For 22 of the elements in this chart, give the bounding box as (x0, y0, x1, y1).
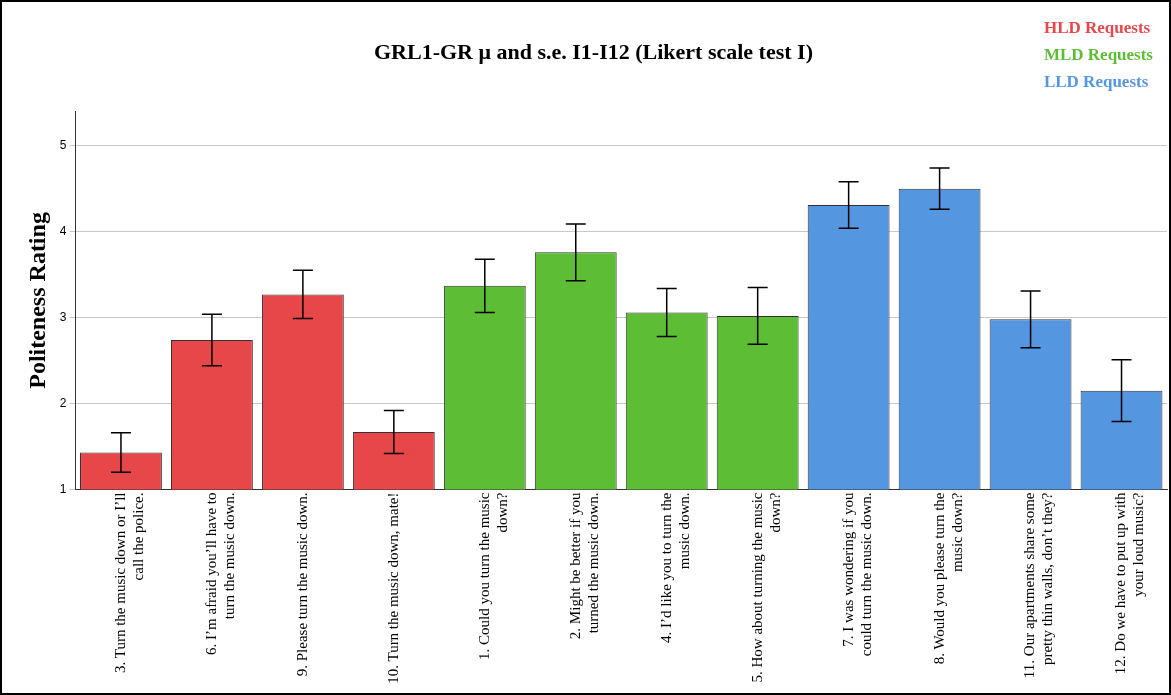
y-tick-label: 1 (59, 481, 67, 496)
y-tick-label: 2 (59, 395, 67, 410)
x-tick-label: 6. I’m afraid you’ll have to turn the music down. (202, 492, 237, 655)
chart-title: GRL1-GR μ and s.e. I1-I12 (Likert scale test I) (374, 38, 813, 64)
x-tick-label: 3. Turn the music down or I’ll call the police. (111, 492, 146, 673)
x-tick-label: 5. How about turning the music down? (748, 492, 783, 683)
x-tick-label: 7. I was wondering if you could turn the music down. (839, 491, 874, 657)
x-tick-label: 2. Might be better if you turned the music down. (566, 491, 601, 640)
y-tick-label: 4 (59, 224, 67, 239)
x-tick-label: 4. I’d like you to turn the music down. (657, 492, 692, 643)
text: HLD Requests (1043, 17, 1152, 39)
x-tick-label: 10. Turn the music down, mate! (384, 492, 401, 684)
y-axis-title: Politeness Rating (23, 212, 50, 389)
x-tick-label: 8. Would you please turn the music down? (930, 492, 965, 665)
text: MLD Requests (1043, 44, 1153, 66)
x-tick-label: 12. Do we have to put up with your loud music? (1112, 491, 1147, 675)
x-tick-label: 9. Please turn the music down. (293, 492, 310, 677)
x-tick-label: 1. Could you turn the music down? (475, 492, 510, 660)
x-tick-label: 11. Our apartments share some pretty thin walls, don’t they? (1021, 492, 1056, 679)
text: LLD Requests (1043, 71, 1150, 93)
y-tick-label: 3 (59, 309, 67, 324)
y-tick-label: 5 (59, 138, 67, 153)
